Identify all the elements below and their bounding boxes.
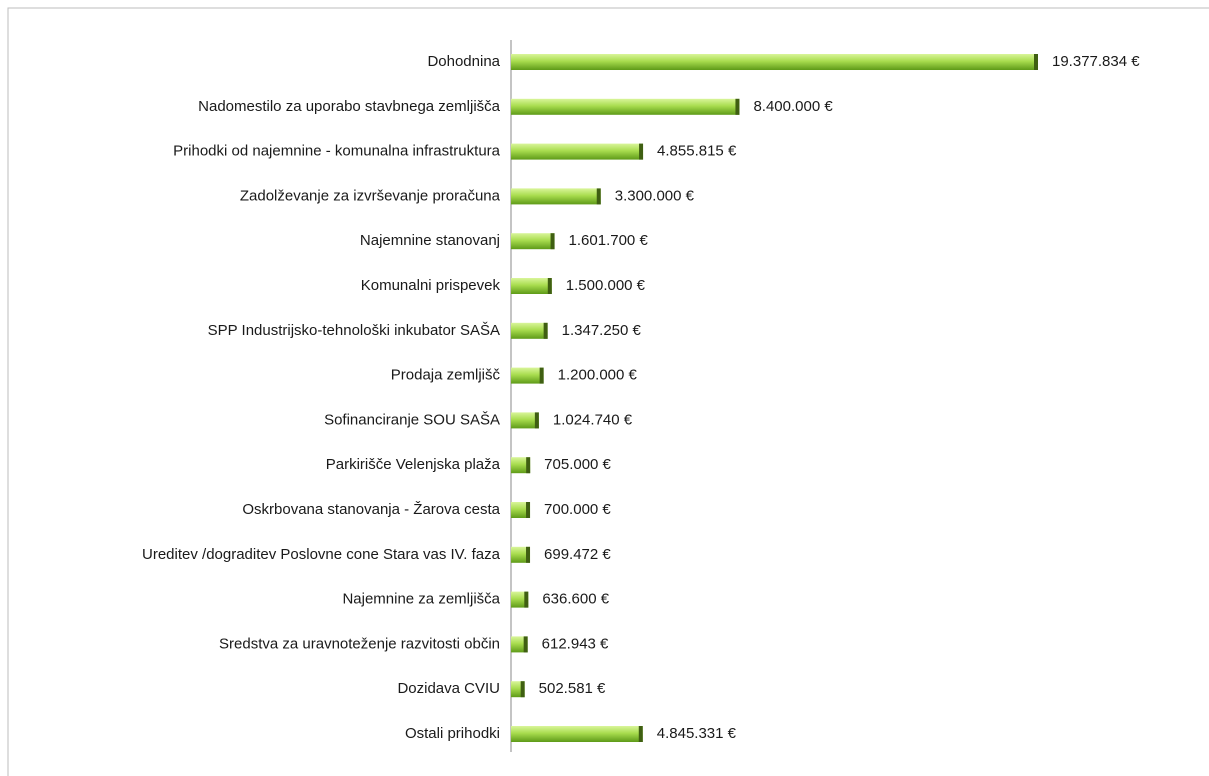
bar-cap	[526, 457, 531, 474]
value-label: 8.400.000 €	[753, 98, 833, 115]
bar-cap	[639, 143, 644, 160]
bar-cap	[638, 726, 643, 742]
category-label: Najemnine za zemljišča	[342, 591, 500, 608]
bar	[511, 322, 548, 339]
category-label: Najemnine stanovanj	[360, 232, 500, 249]
bar-cap	[735, 98, 740, 115]
value-label: 3.300.000 €	[615, 187, 695, 204]
category-label: Dohodnina	[427, 53, 500, 70]
category-label: Ureditev /dograditev Poslovne cone Stara…	[142, 546, 501, 563]
bar	[511, 367, 544, 384]
category-label: Nadomestilo za uporabo stavbnega zemljiš…	[198, 98, 500, 115]
category-label: Dozidava CVIU	[397, 680, 500, 697]
value-label: 1.601.700 €	[569, 232, 649, 249]
value-label: 4.855.815 €	[657, 143, 737, 160]
bar-cap	[547, 278, 552, 294]
bar	[511, 636, 528, 653]
bar-cap	[526, 546, 531, 563]
value-label: 1.347.250 €	[562, 322, 642, 339]
value-label: 636.600 €	[542, 591, 609, 608]
bar	[511, 188, 601, 205]
value-label: 705.000 €	[544, 456, 611, 473]
bar	[511, 502, 531, 518]
bar-cap	[1034, 54, 1038, 70]
category-label: Prihodki od najemnine - komunalna infras…	[173, 143, 500, 160]
category-label: Zadolževanje za izvrševanje proračuna	[240, 187, 501, 204]
value-label: 1.200.000 €	[558, 367, 638, 384]
bar-cap	[520, 681, 525, 698]
bar	[511, 143, 644, 160]
frame	[7, 7, 1209, 776]
bar-cap	[523, 636, 528, 653]
bar	[511, 98, 740, 115]
bar-cap	[543, 322, 548, 339]
value-label: 4.845.331 €	[657, 725, 737, 742]
bar	[511, 233, 555, 250]
category-label: Komunalni prispevek	[361, 277, 501, 294]
value-label: 699.472 €	[544, 546, 611, 563]
value-label: 612.943 €	[542, 635, 609, 652]
category-label: Parkirišče Velenjska plaža	[326, 456, 501, 473]
category-label: Prodaja zemljišč	[391, 367, 501, 384]
bar	[511, 412, 539, 429]
bar-cap	[526, 502, 531, 518]
bar	[511, 457, 531, 474]
value-label: 1.500.000 €	[566, 277, 646, 294]
category-label: Ostali prihodki	[405, 725, 500, 742]
bar	[511, 591, 529, 608]
bar	[511, 726, 643, 742]
value-label: 19.377.834 €	[1052, 53, 1140, 70]
value-label: 502.581 €	[539, 680, 606, 697]
category-label: Oskrbovana stanovanja - Žarova cesta	[242, 501, 500, 518]
bar-cap	[550, 233, 555, 250]
category-label: SPP Industrijsko-tehnološki inkubator SA…	[208, 322, 500, 339]
bar-cap	[534, 412, 539, 429]
value-label: 700.000 €	[544, 501, 611, 518]
bar	[511, 278, 552, 294]
bar	[511, 54, 1038, 70]
bar-cap	[524, 591, 529, 608]
bar	[511, 546, 531, 563]
bar-cap	[539, 367, 544, 384]
category-label: Sredstva za uravnoteženje razvitosti obč…	[219, 635, 500, 652]
value-label: 1.024.740 €	[553, 411, 633, 428]
category-label: Sofinanciranje SOU SAŠA	[324, 411, 500, 428]
bar-cap	[596, 188, 601, 205]
